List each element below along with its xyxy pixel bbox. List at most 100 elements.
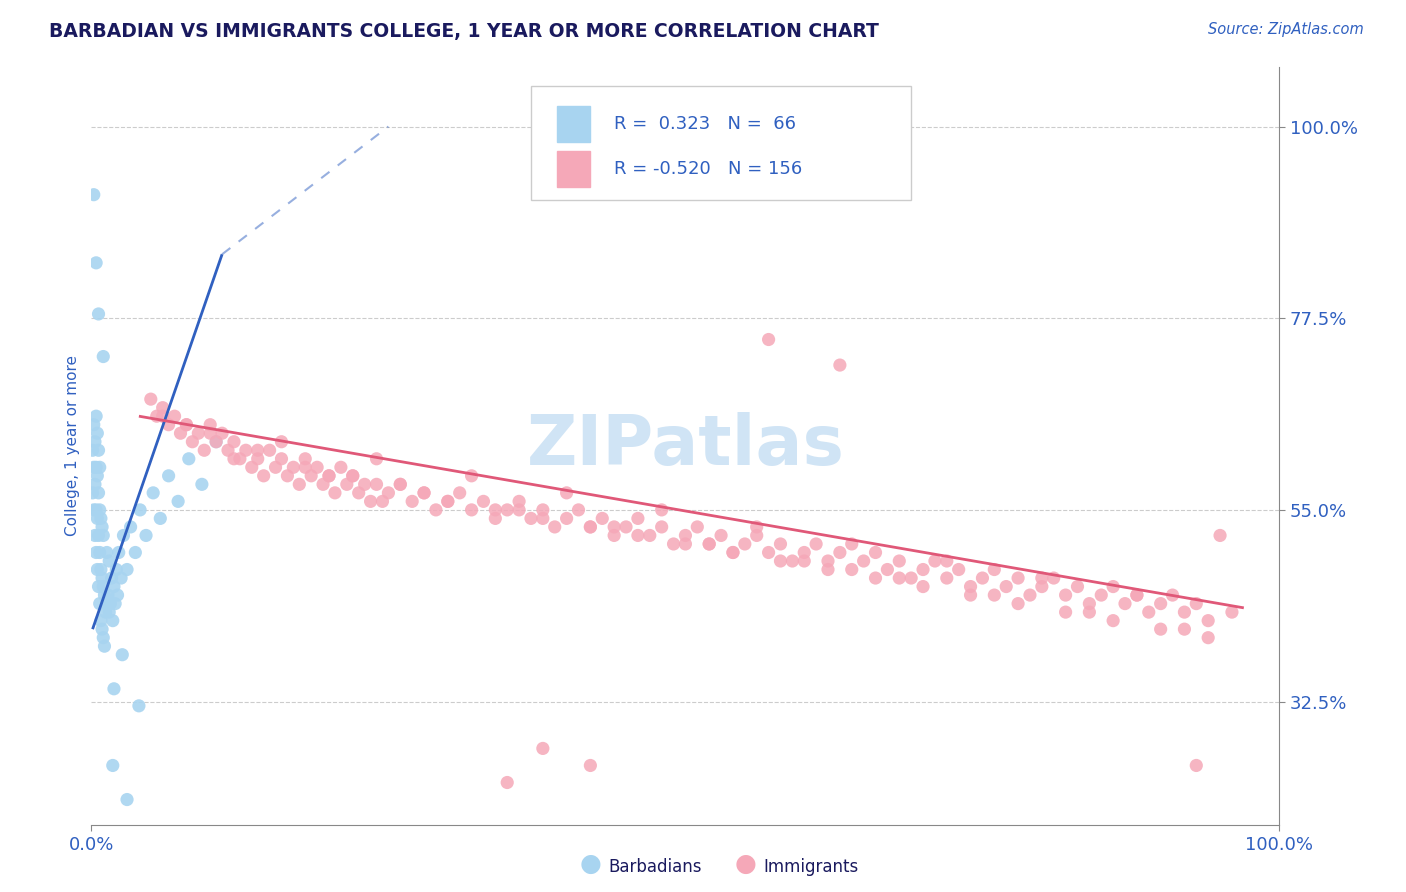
Point (288, 477, 311, 491)
Point (307, 460, 329, 475)
Point (673, 537, 696, 551)
Point (889, 554, 911, 568)
Point (90, 614, 112, 628)
Point (129, 503, 152, 517)
Point (449, 486, 471, 500)
Point (817, 562, 839, 576)
Point (360, 494, 382, 508)
Point (496, 775, 519, 789)
Point (84, 545, 107, 559)
Point (900, 571, 922, 585)
Point (312, 477, 335, 491)
Point (105, 562, 128, 576)
Point (366, 451, 388, 466)
Point (1149, 597, 1171, 611)
Point (103, 681, 125, 696)
Point (1126, 588, 1149, 602)
Point (205, 434, 228, 449)
Point (828, 358, 851, 372)
Point (200, 417, 222, 432)
Point (651, 520, 673, 534)
Point (1126, 588, 1149, 602)
Point (425, 503, 447, 517)
Point (531, 741, 554, 756)
Point (83, 503, 105, 517)
Point (253, 468, 276, 483)
Point (87, 486, 110, 500)
Point (89, 597, 111, 611)
Point (697, 537, 720, 551)
Point (89, 545, 111, 559)
Point (1019, 588, 1042, 602)
Point (83, 417, 105, 432)
Point (638, 528, 661, 542)
Point (90, 511, 112, 525)
Point (152, 409, 174, 424)
Point (200, 426, 222, 441)
Point (100, 571, 122, 585)
Point (84, 477, 107, 491)
Point (935, 571, 957, 585)
Point (673, 528, 696, 542)
Point (948, 562, 970, 576)
Point (135, 528, 157, 542)
Point (555, 486, 578, 500)
Point (520, 511, 543, 525)
Point (959, 588, 981, 602)
Point (217, 443, 239, 458)
Point (211, 426, 233, 441)
Point (841, 562, 863, 576)
Point (229, 451, 252, 466)
Point (935, 554, 957, 568)
FancyBboxPatch shape (531, 86, 911, 200)
Point (84, 460, 107, 475)
Point (96, 545, 118, 559)
Point (852, 554, 875, 568)
Point (865, 571, 887, 585)
Point (460, 503, 482, 517)
Point (1137, 605, 1160, 619)
Point (342, 468, 364, 483)
Point (111, 648, 134, 662)
Point (769, 554, 792, 568)
Point (1220, 605, 1243, 619)
Point (1078, 597, 1101, 611)
Point (176, 417, 198, 432)
Point (1197, 631, 1219, 645)
Point (152, 401, 174, 415)
Point (91, 622, 114, 636)
Point (758, 545, 780, 559)
Point (366, 477, 388, 491)
Point (697, 537, 720, 551)
Point (924, 554, 946, 568)
Point (721, 545, 744, 559)
Point (193, 443, 215, 458)
Point (87, 443, 110, 458)
Point (401, 494, 423, 508)
Point (120, 520, 142, 534)
Point (93, 639, 115, 653)
Point (222, 451, 245, 466)
Point (793, 554, 815, 568)
Point (710, 528, 733, 542)
Point (336, 477, 359, 491)
Point (686, 520, 709, 534)
Point (508, 494, 530, 508)
Point (347, 486, 370, 500)
Point (101, 614, 124, 628)
Point (103, 580, 125, 594)
Point (270, 451, 292, 466)
Point (1066, 580, 1088, 594)
Point (259, 443, 281, 458)
Point (758, 333, 780, 347)
Point (84, 503, 107, 517)
Point (734, 537, 756, 551)
Point (169, 426, 191, 441)
Point (107, 588, 129, 602)
Point (101, 758, 124, 772)
Point (205, 434, 228, 449)
Point (817, 554, 839, 568)
Point (276, 468, 298, 483)
Point (983, 588, 1005, 602)
Point (87, 580, 110, 594)
